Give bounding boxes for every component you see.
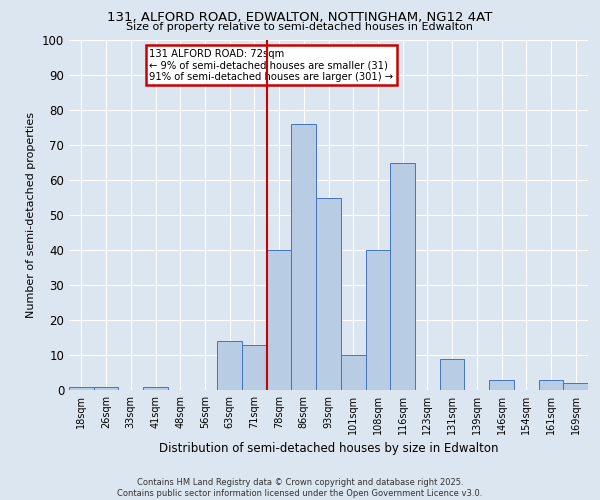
X-axis label: Distribution of semi-detached houses by size in Edwalton: Distribution of semi-detached houses by …: [159, 442, 498, 456]
Bar: [563, 383, 588, 390]
Text: Contains HM Land Registry data © Crown copyright and database right 2025.
Contai: Contains HM Land Registry data © Crown c…: [118, 478, 482, 498]
Bar: [267, 250, 292, 390]
Text: 131, ALFORD ROAD, EDWALTON, NOTTINGHAM, NG12 4AT: 131, ALFORD ROAD, EDWALTON, NOTTINGHAM, …: [107, 11, 493, 24]
Bar: [292, 124, 316, 390]
Bar: [217, 341, 242, 390]
Y-axis label: Number of semi-detached properties: Number of semi-detached properties: [26, 112, 37, 318]
Bar: [341, 355, 365, 390]
Bar: [316, 198, 341, 390]
Bar: [539, 380, 563, 390]
Text: Size of property relative to semi-detached houses in Edwalton: Size of property relative to semi-detach…: [127, 22, 473, 32]
Bar: [489, 380, 514, 390]
Bar: [365, 250, 390, 390]
Bar: [440, 358, 464, 390]
Bar: [94, 386, 118, 390]
Bar: [390, 162, 415, 390]
Bar: [69, 386, 94, 390]
Text: 131 ALFORD ROAD: 72sqm
← 9% of semi-detached houses are smaller (31)
91% of semi: 131 ALFORD ROAD: 72sqm ← 9% of semi-deta…: [149, 49, 394, 82]
Bar: [143, 386, 168, 390]
Bar: [242, 344, 267, 390]
